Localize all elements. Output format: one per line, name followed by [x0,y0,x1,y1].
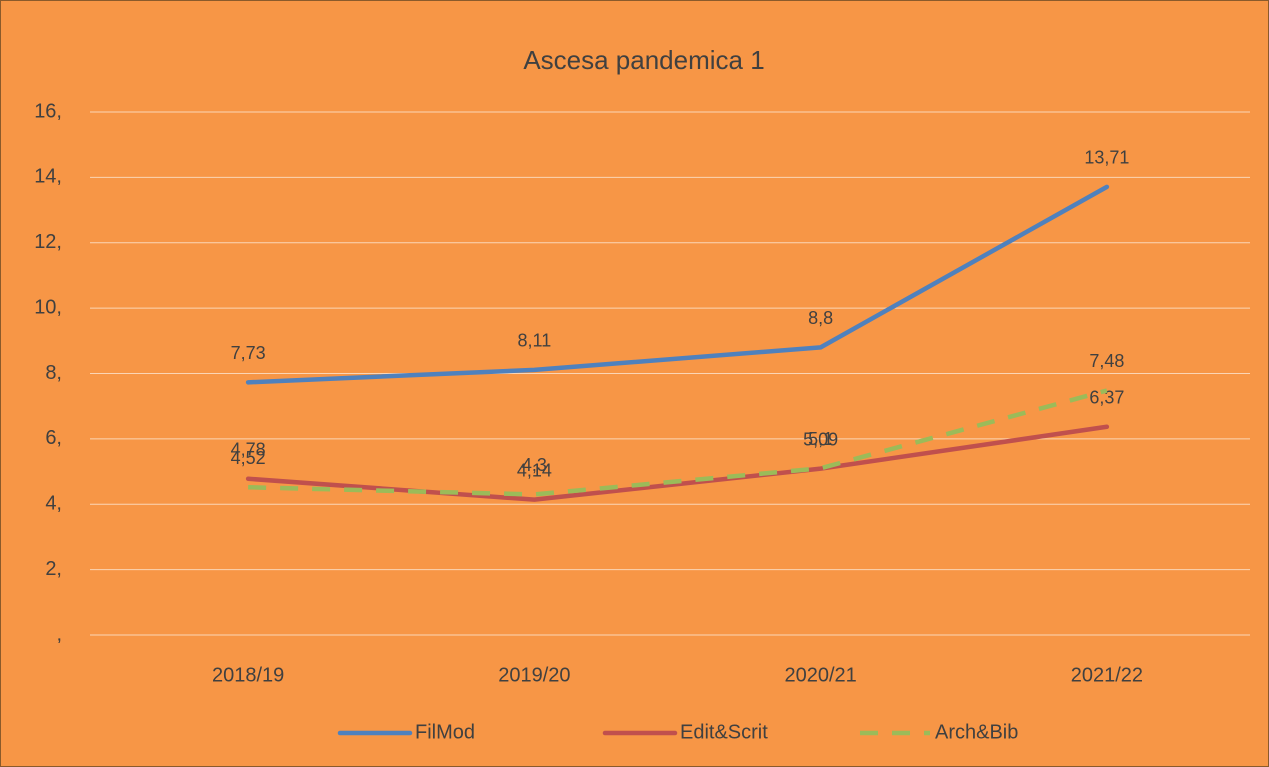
y-tick-label: 8, [45,362,62,384]
chart-title: Ascesa pandemica 1 [523,45,764,75]
data-label: 6,37 [1089,388,1124,408]
y-tick-label: , [56,623,62,645]
y-tick-label: 6, [45,427,62,449]
data-label: 8,11 [518,331,552,351]
y-tick-label: 10, [34,296,62,318]
x-tick-label: 2019/20 [498,664,570,686]
legend-label: FilMod [415,721,475,743]
series-line [248,388,1108,497]
x-tick-label: 2018/19 [212,664,284,686]
data-label: 4,78 [231,440,266,460]
y-tick-label: 16, [34,100,62,122]
series-line [245,184,1110,385]
data-label: 4,52 [231,448,266,468]
y-tick-label: 2, [45,558,62,580]
data-label: 7,48 [1089,351,1124,371]
y-tick-label: 14, [34,166,62,188]
data-label: 5,1 [808,429,833,449]
x-tick-label: 2021/22 [1071,664,1143,686]
data-label: 4,14 [517,460,552,480]
data-label: 13,71 [1084,148,1129,168]
data-label: 5,09 [803,429,838,449]
data-label: 8,8 [808,308,833,328]
data-label: 7,73 [231,343,266,363]
data-label: 4,3 [522,455,547,475]
x-tick-label: 2020/21 [784,664,856,686]
legend-label: Edit&Scrit [680,721,768,743]
y-tick-label: 12, [34,231,62,253]
y-tick-label: 4, [45,493,62,515]
legend-label: Arch&Bib [935,721,1018,743]
